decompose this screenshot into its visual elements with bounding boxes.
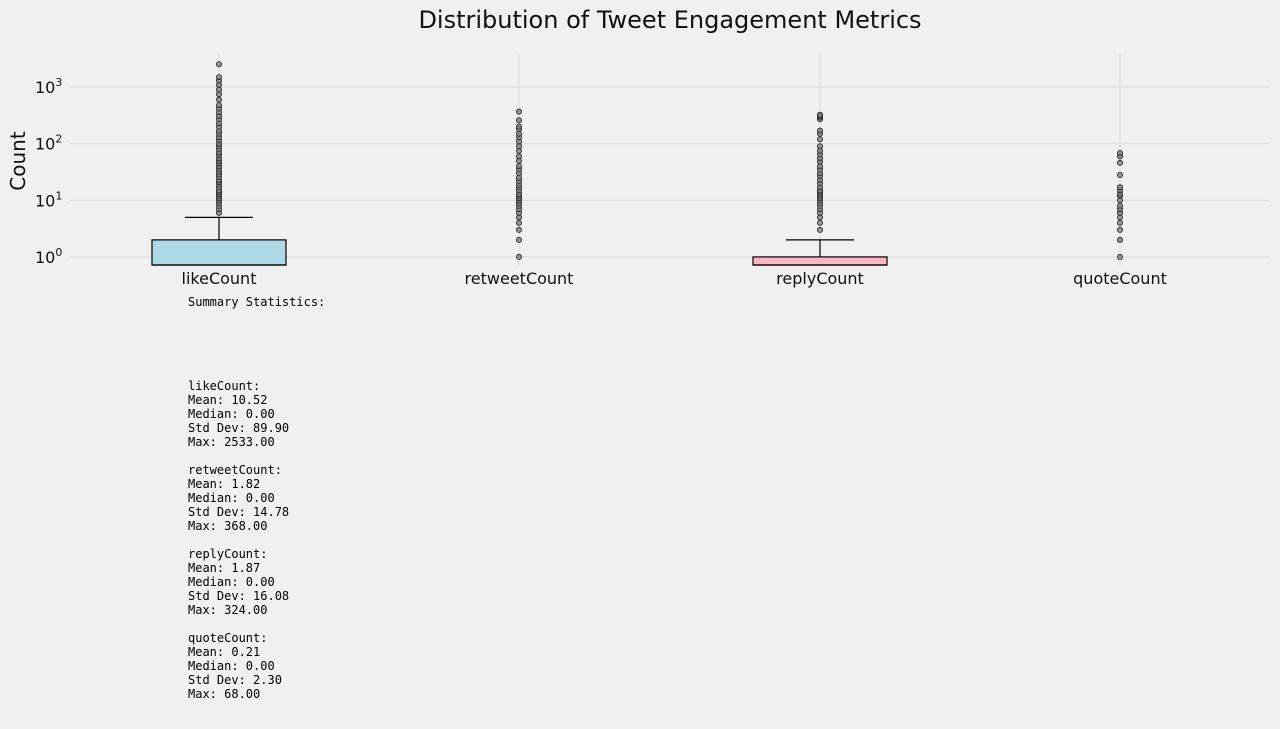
stats-block: likeCount: Mean: 10.52 Median: 0.00 Std Dev… <box>188 379 325 449</box>
stats-value-line: Median: 0.00 <box>188 575 275 589</box>
box-plot-chart: Distribution of Tweet Engagement Metrics… <box>6 6 1270 288</box>
stats-value-line: Max: 368.00 <box>188 519 268 533</box>
stats-block-name: retweetCount: <box>188 463 282 477</box>
summary-statistics: Summary Statistics: likeCount: Mean: 10.5… <box>188 267 325 729</box>
outlier-point <box>215 86 222 93</box>
box-body <box>752 256 888 266</box>
box-quoteCount <box>1117 150 1124 260</box>
outlier-point <box>817 143 824 150</box>
outlier-point <box>215 74 222 81</box>
stats-blocks: likeCount: Mean: 10.52 Median: 0.00 Std Dev… <box>188 379 325 701</box>
outlier-point <box>215 96 222 103</box>
outlier-point <box>516 236 523 243</box>
outlier-point <box>1117 159 1124 166</box>
box-likeCount <box>151 61 287 266</box>
outlier-point <box>1117 236 1124 243</box>
y-tick-label: 102 <box>35 133 62 154</box>
outlier-point <box>1117 150 1124 157</box>
stats-value-line: Max: 68.00 <box>188 687 261 701</box>
outlier-point <box>516 117 523 124</box>
y-tick-label: 103 <box>35 76 62 97</box>
outlier-point <box>215 61 222 68</box>
stats-block-name: replyCount: <box>188 547 268 561</box>
stats-title: Summary Statistics: <box>188 295 326 309</box>
chart-title: Distribution of Tweet Engagement Metrics <box>418 6 921 34</box>
outlier-point <box>1117 226 1124 233</box>
outlier-point <box>817 226 824 233</box>
stats-block-name: likeCount: <box>188 379 261 393</box>
stats-block: replyCount: Mean: 1.87 Median: 0.00 Std Dev… <box>188 547 325 617</box>
outlier-point <box>1117 202 1124 209</box>
stats-value-line: Median: 0.00 <box>188 407 275 421</box>
outlier-point <box>215 102 222 109</box>
box-body <box>151 239 287 266</box>
outlier-point <box>516 153 523 160</box>
x-tick-label: retweetCount <box>465 269 574 288</box>
stats-value-line: Max: 324.00 <box>188 603 268 617</box>
outlier-point <box>516 163 523 170</box>
outlier-point <box>516 123 523 130</box>
stats-value-line: Std Dev: 16.08 <box>188 589 290 603</box>
outlier-point <box>1117 171 1124 178</box>
stats-value-line: Mean: 1.87 <box>188 561 261 575</box>
outlier-point <box>516 143 523 150</box>
x-tick-label: quoteCount <box>1073 269 1167 288</box>
outlier-point <box>817 136 824 143</box>
gridlines <box>70 53 1270 265</box>
stats-block-name: quoteCount: <box>188 631 268 645</box>
outlier-point <box>1117 253 1124 260</box>
outlier-point <box>516 108 523 115</box>
y-tick-label: 101 <box>35 189 62 210</box>
y-tick-labels: 100 101 102 103 <box>35 76 62 267</box>
stats-value-line: Mean: 10.52 <box>188 393 268 407</box>
outlier-point <box>817 219 824 226</box>
stats-value-line: Max: 2533.00 <box>188 435 275 449</box>
stats-block: quoteCount: Mean: 0.21 Median: 0.00 Std Dev… <box>188 631 325 701</box>
y-axis-label: Count <box>6 131 30 191</box>
outlier-point <box>817 127 824 134</box>
boxes <box>151 61 1124 266</box>
y-tick-label: 100 <box>35 246 62 267</box>
stats-spacer <box>188 337 325 351</box>
box-retweetCount <box>516 108 523 260</box>
outlier-point <box>1117 219 1124 226</box>
outlier-point <box>516 219 523 226</box>
x-tick-label: likeCount <box>182 269 257 288</box>
stats-value-line: Mean: 0.21 <box>188 645 261 659</box>
stats-value-line: Std Dev: 14.78 <box>188 505 290 519</box>
stats-block: retweetCount: Mean: 1.82 Median: 0.00 Std D… <box>188 463 325 533</box>
x-tick-label: replyCount <box>776 269 864 288</box>
stats-value-line: Std Dev: 2.30 <box>188 673 282 687</box>
stats-value-line: Median: 0.00 <box>188 659 275 673</box>
outlier-point <box>516 253 523 260</box>
outlier-point <box>817 111 824 118</box>
stats-value-line: Std Dev: 89.90 <box>188 421 290 435</box>
category-labels: likeCount retweetCount replyCount quoteCoun… <box>182 269 1167 288</box>
stats-value-line: Median: 0.00 <box>188 491 275 505</box>
stats-value-line: Mean: 1.82 <box>188 477 261 491</box>
box-replyCount <box>752 111 888 266</box>
outlier-point <box>516 226 523 233</box>
outlier-point <box>1117 184 1124 191</box>
